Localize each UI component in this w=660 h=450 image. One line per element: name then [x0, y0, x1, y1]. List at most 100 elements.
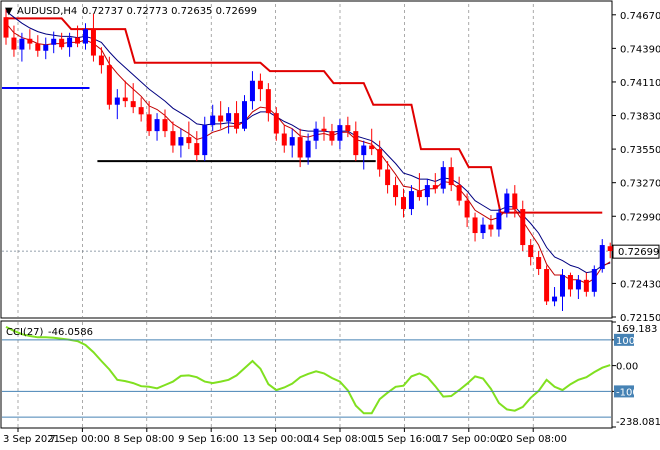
candle-body: [440, 167, 446, 189]
candles[interactable]: [3, 8, 613, 312]
candle: [83, 23, 88, 50]
candle: [170, 121, 176, 153]
cci-level-tag: [614, 333, 634, 346]
candle: [575, 275, 581, 300]
candle: [106, 56, 112, 110]
candle: [408, 185, 414, 216]
candle-body: [464, 200, 470, 218]
candle: [67, 32, 73, 57]
candle: [11, 25, 17, 57]
ohlc-label: 0.72737 0.72773 0.72635 0.72699: [82, 6, 257, 17]
candle: [329, 123, 335, 146]
candle-body: [456, 185, 462, 201]
candle: [218, 101, 224, 129]
candle: [51, 31, 57, 54]
candle: [162, 109, 168, 138]
time-tick-label: 20 Sep 08:00: [500, 434, 567, 445]
symbol-label: AUDUSD,H4: [17, 6, 77, 17]
candle-body: [385, 169, 391, 186]
candle: [114, 89, 120, 120]
candle-body: [345, 125, 351, 132]
candle-body: [607, 246, 613, 252]
ma-slow-line: [5, 10, 611, 274]
price-panel-frame: [0, 0, 613, 319]
candle-body: [210, 115, 216, 126]
candle-body: [170, 131, 176, 146]
candle-body: [194, 143, 200, 156]
candle-body: [512, 193, 518, 210]
time-tick-label: 15 Sep 16:00: [371, 434, 438, 445]
candle: [567, 272, 573, 297]
candle: [130, 83, 136, 114]
cci-level-tag: [614, 385, 634, 398]
candle-body: [552, 296, 558, 302]
candle: [369, 128, 375, 156]
candle-body: [249, 80, 255, 102]
candle: [432, 173, 438, 194]
candle-body: [90, 29, 96, 56]
candle-body: [11, 37, 17, 50]
indicator-value: -46.0586: [48, 327, 93, 338]
candle: [313, 121, 319, 150]
chart-menu-arrow-icon[interactable]: ▼: [5, 6, 13, 17]
candle-body: [178, 137, 184, 146]
candle: [249, 71, 255, 110]
candle-body: [19, 38, 25, 50]
candle-body: [520, 209, 526, 246]
candle-body: [583, 279, 589, 292]
candle-body: [448, 167, 454, 186]
candle: [122, 80, 128, 108]
candle: [377, 140, 383, 177]
candle-body: [337, 125, 343, 141]
price-tick-label: 0.74670: [620, 11, 660, 22]
candle-body: [401, 197, 406, 210]
candle-body: [416, 191, 422, 198]
candle: [281, 125, 287, 153]
time-tick-label: 7 Sep 00:00: [49, 434, 109, 445]
candle: [552, 287, 558, 307]
candle-body: [353, 131, 359, 156]
candle: [3, 8, 9, 45]
price-tick-label: 0.74110: [620, 78, 660, 89]
candle-body: [202, 125, 208, 156]
candle-body: [257, 80, 263, 90]
candle: [297, 128, 303, 168]
candle: [536, 251, 542, 276]
candle: [472, 212, 478, 242]
candle-body: [575, 279, 581, 290]
candle-body: [329, 131, 335, 141]
time-tick-label: 9 Sep 16:00: [178, 434, 238, 445]
candle-body: [496, 212, 502, 230]
price-tick-label: 0.72150: [620, 313, 660, 324]
candle-body: [297, 137, 303, 158]
candle-body: [544, 269, 550, 302]
candle-body: [51, 38, 57, 45]
candle-body: [43, 44, 49, 51]
candle-body: [408, 191, 414, 210]
time-tick-label: 17 Sep 00:00: [436, 434, 503, 445]
candle: [361, 140, 367, 170]
time-tick-label: 13 Sep 00:00: [243, 434, 310, 445]
candle: [401, 188, 406, 218]
candle-body: [242, 101, 247, 129]
candle: [440, 161, 446, 194]
candle-body: [67, 37, 73, 48]
candle-body: [59, 38, 65, 48]
candle-body: [83, 29, 88, 44]
price-tick-label: 0.73270: [620, 179, 660, 190]
cci-tick-label: -100: [616, 387, 639, 398]
candle: [257, 73, 263, 102]
candle-body: [289, 137, 295, 146]
candle: [305, 133, 311, 165]
cci-tick-label: 169.183: [616, 324, 657, 335]
candle: [393, 176, 399, 206]
candle: [19, 32, 25, 62]
cci-tick-label: 0.00: [616, 362, 638, 373]
candle-body: [281, 133, 287, 146]
candle: [273, 107, 279, 141]
candle-body: [265, 89, 271, 114]
candle-body: [186, 137, 192, 144]
